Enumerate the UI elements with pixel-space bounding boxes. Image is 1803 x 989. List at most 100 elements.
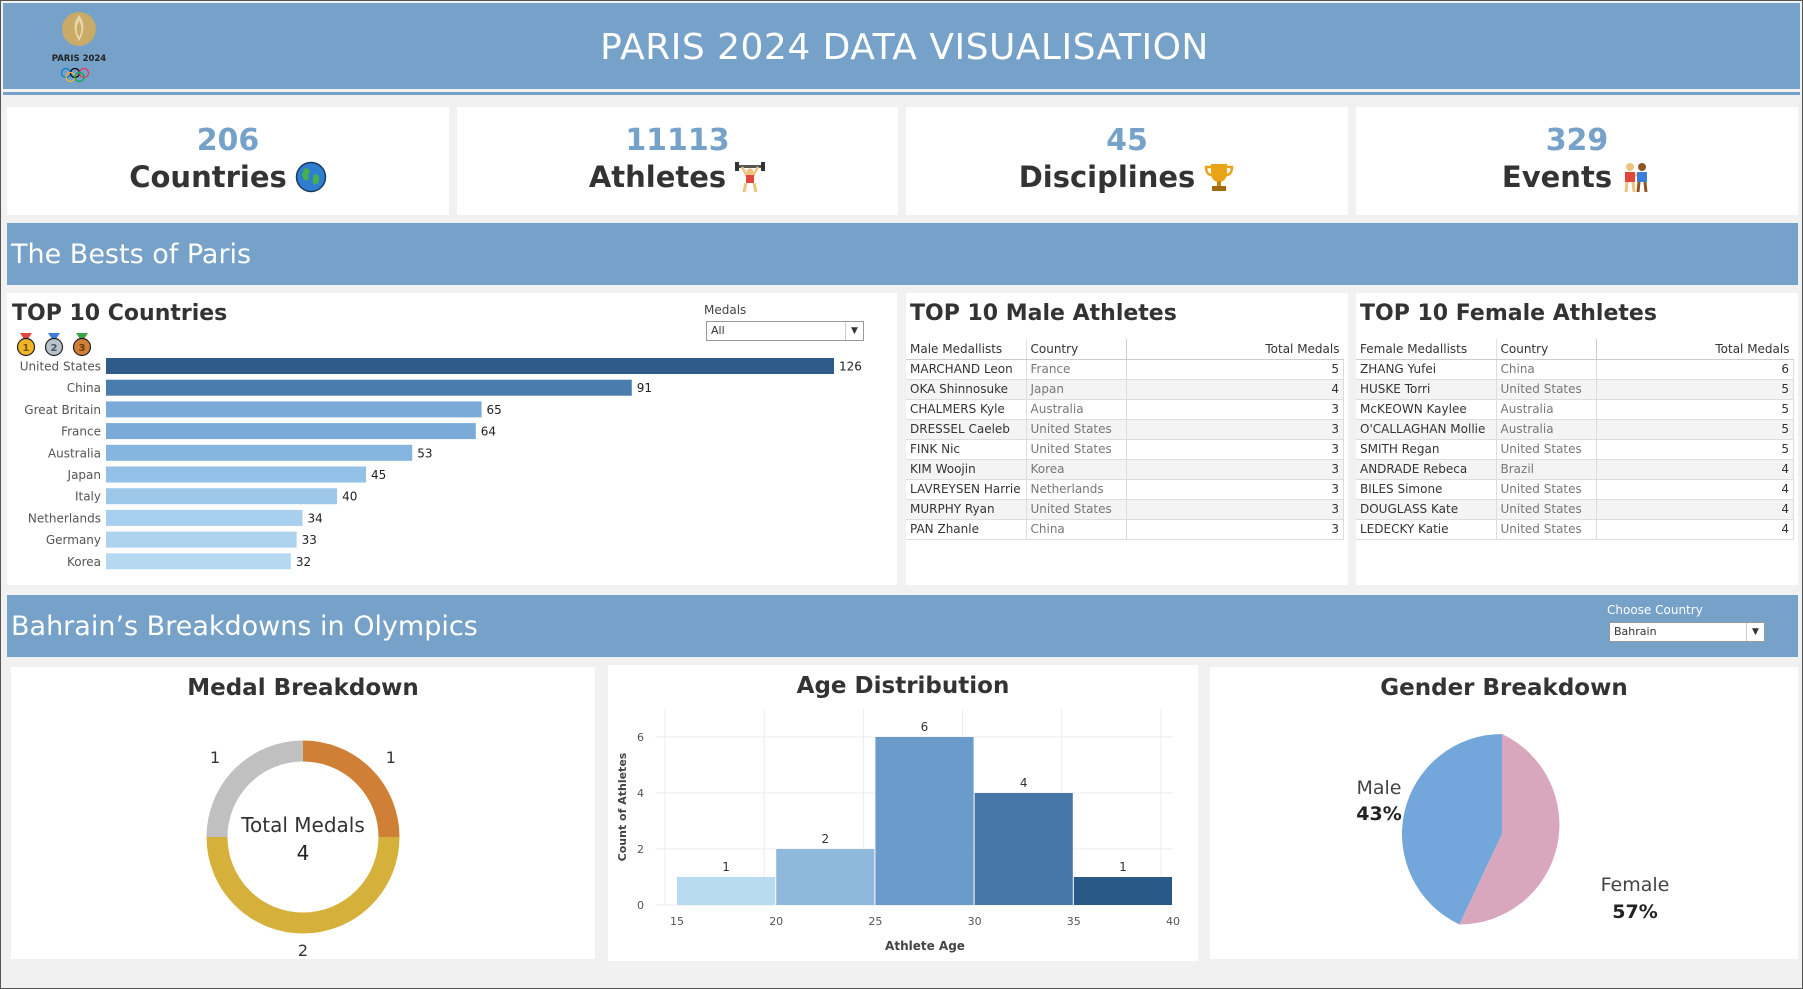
data-label: 57% [1612,901,1657,923]
total-medals-cell: 4 [1595,499,1794,520]
chart-title: Gender Breakdown [1380,675,1628,701]
silver-medal-icon: 2 [44,333,64,357]
table-row: BILES Simone United States 4 [1356,479,1794,500]
country-cell: Australia [1495,419,1597,440]
athlete-name-cell: OKA Shinnosuke [906,379,1027,400]
kpi-disciplines: 45 Disciplines [906,107,1348,215]
athlete-name-cell: MARCHAND Leon [906,359,1027,380]
kpi-value: 329 [1545,123,1609,158]
panel-title: TOP 10 Countries [12,301,228,326]
x-tick-label: 20 [769,915,783,928]
legend-label: Female [1601,874,1670,896]
country-cell: United States [1495,519,1597,540]
histogram-bar [677,877,776,905]
athlete-name-cell: HUSKE Torri [1356,379,1497,400]
total-medals-cell: 3 [1125,499,1344,520]
data-label: 2 [298,941,308,959]
bar-group: Australia 53 [48,444,433,461]
table-row: PAN Zhanle China 3 [906,519,1344,540]
country-cell: United States [1495,439,1597,460]
table-row: O'CALLAGHAN Mollie Australia 5 [1356,419,1794,440]
athlete-name-cell: BILES Simone [1356,479,1497,500]
x-tick-label: 35 [1067,915,1081,928]
athlete-name-cell: LEDECKY Katie [1356,519,1497,540]
medal-donut-chart: 1 2 1 Total Medals 4 [206,740,400,959]
y-tick-label: 2 [637,843,644,856]
country-cell: United States [1495,499,1597,520]
country-cell: China [1025,519,1127,540]
table-row: SMITH Regan United States 5 [1356,439,1794,460]
tick-label: China [67,381,101,395]
kpi-countries: 206 Countries [7,107,449,215]
total-medals-cell: 3 [1125,419,1344,440]
data-label: 45 [371,468,386,482]
total-medals-cell: 5 [1595,399,1794,420]
table-row: OKA Shinnosuke Japan 4 [906,379,1344,400]
data-label: 33 [302,533,317,547]
kpi-value: 45 [1106,123,1148,158]
legend-label: Male [1356,777,1401,799]
page-title: PARIS 2024 DATA VISUALISATION [600,27,1209,68]
total-medals-cell: 3 [1125,399,1344,420]
x-tick-label: 30 [968,915,982,928]
bests-banner: The Bests of Paris [7,223,1798,285]
pie-slice-male [1402,734,1502,925]
bar-group: Japan 45 [67,466,386,483]
country-cell: Japan [1025,379,1127,400]
total-medals-cell: 4 [1595,519,1794,540]
country-cell: Australia [1025,399,1127,420]
center-label: Total Medals [240,813,365,837]
athlete-name-cell: DOUGLASS Kate [1356,499,1497,520]
svg-text:3: 3 [79,343,86,354]
tick-label: Great Britain [24,403,101,417]
top-countries-bar-chart: United States 126 China 91 Great Britain 65 Fr… [20,358,862,570]
table-row: HUSKE Torri United States 5 [1356,379,1794,400]
total-medals-cell: 5 [1595,439,1794,460]
athlete-name-cell: CHALMERS Kyle [906,399,1027,420]
total-medals-cell: 3 [1125,479,1344,500]
header-bar: PARIS 2024 PARIS 2024 DATA VISUALISATION [3,3,1800,89]
bar-group: Netherlands 34 [28,509,323,526]
histogram-bar [776,849,875,905]
country-filter-dropdown[interactable]: Bahrain ▼ [1609,622,1765,642]
gender-pie-chart: Male 43% Female 57% [1356,734,1670,925]
tick-label: Netherlands [28,511,101,525]
data-label: 1 [1119,860,1127,874]
table-row: McKEOWN Kaylee Australia 5 [1356,399,1794,420]
medals-filter-dropdown[interactable]: All ▼ [706,321,864,341]
donut-slice [206,740,304,838]
country-cell: Australia [1495,399,1597,420]
kpi-athletes: 11113 Athletes [457,107,898,215]
tick-label: Japan [67,468,101,482]
data-label: 91 [637,381,652,395]
country-cell: France [1025,359,1127,380]
kpi-label: Athletes [588,160,727,194]
age-distribution-panel: Age Distribution 0 2 4 6 1 2 6 4 1 15 20 25 30 35 40 At… [608,665,1198,961]
data-label: 1 [722,860,730,874]
athlete-name-cell: ZHANG Yufei [1356,359,1497,380]
total-medals-cell: 3 [1125,439,1344,460]
breakdown-banner: Bahrain’s Breakdowns in Olympics Choose … [7,595,1798,657]
column-header: Female Medallists [1356,339,1496,360]
paris-2024-logo: PARIS 2024 [39,11,119,85]
tick-label: Australia [48,446,101,460]
svg-text:1: 1 [23,343,30,354]
table-row: DRESSEL Caeleb United States 3 [906,419,1344,440]
chart-title: Medal Breakdown [187,675,419,701]
country-filter-label: Choose Country [1607,603,1703,617]
data-label: 43% [1356,803,1401,825]
total-value: 4 [297,841,310,865]
globe-icon [295,161,327,193]
country-cell: Netherlands [1025,479,1127,500]
y-tick-label: 6 [637,731,644,744]
kpi-label: Events [1501,160,1613,194]
section-title: The Bests of Paris [11,239,252,270]
x-tick-label: 15 [670,915,684,928]
medals-filter-label: Medals [704,303,747,317]
x-axis-label: Athlete Age [885,939,965,953]
bar [106,401,482,418]
country-cell: United States [1025,439,1127,460]
table-row: LAVREYSEN Harrie Netherlands 3 [906,479,1344,500]
athlete-name-cell: KIM Woojin [906,459,1027,480]
